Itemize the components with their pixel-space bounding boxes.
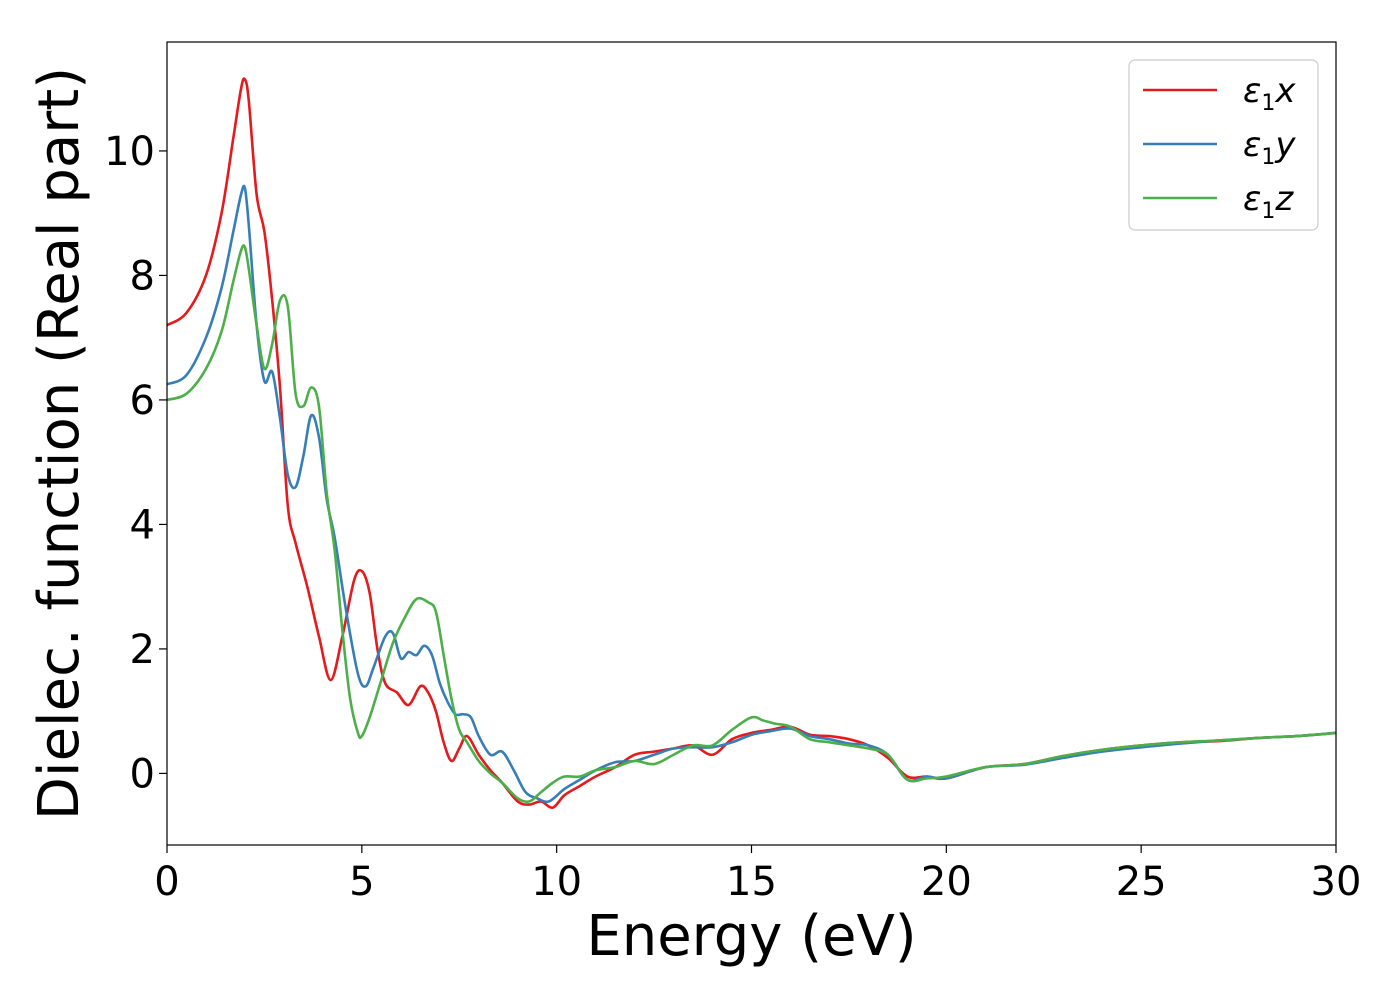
legend-label: ε1x <box>1243 71 1296 116</box>
x-tick-label: 10 <box>531 859 582 905</box>
x-tick-label: 20 <box>921 859 972 905</box>
series-layer <box>167 77 1336 810</box>
series-line-z <box>167 244 1336 804</box>
x-tick-label: 30 <box>1311 859 1362 905</box>
x-tick-label: 15 <box>726 859 777 905</box>
y-axis-label: Dielec. function (Real part) <box>27 67 92 820</box>
y-tick-label: 0 <box>130 751 155 797</box>
y-axis: 0 2 4 6 8 10 <box>104 129 167 797</box>
legend-box <box>1128 59 1319 231</box>
legend: ε1x ε1y ε1z <box>1128 59 1319 231</box>
legend-label: ε1y <box>1243 125 1296 170</box>
x-axis: 0 5 10 15 20 25 30 <box>154 845 1361 905</box>
x-tick-label: 0 <box>154 859 179 905</box>
x-axis-label: Energy (eV) <box>586 904 916 969</box>
y-tick-label: 6 <box>130 378 155 424</box>
y-tick-label: 10 <box>104 129 155 175</box>
x-tick-label: 25 <box>1116 859 1167 905</box>
x-tick-label: 5 <box>349 859 374 905</box>
legend-label: ε1z <box>1243 179 1294 224</box>
y-tick-label: 8 <box>130 253 155 299</box>
legend-item-y: ε1y <box>1143 125 1296 170</box>
y-tick-label: 2 <box>130 627 155 673</box>
legend-item-x: ε1x <box>1143 71 1296 116</box>
legend-item-z: ε1z <box>1143 179 1294 224</box>
y-tick-label: 4 <box>130 502 155 548</box>
